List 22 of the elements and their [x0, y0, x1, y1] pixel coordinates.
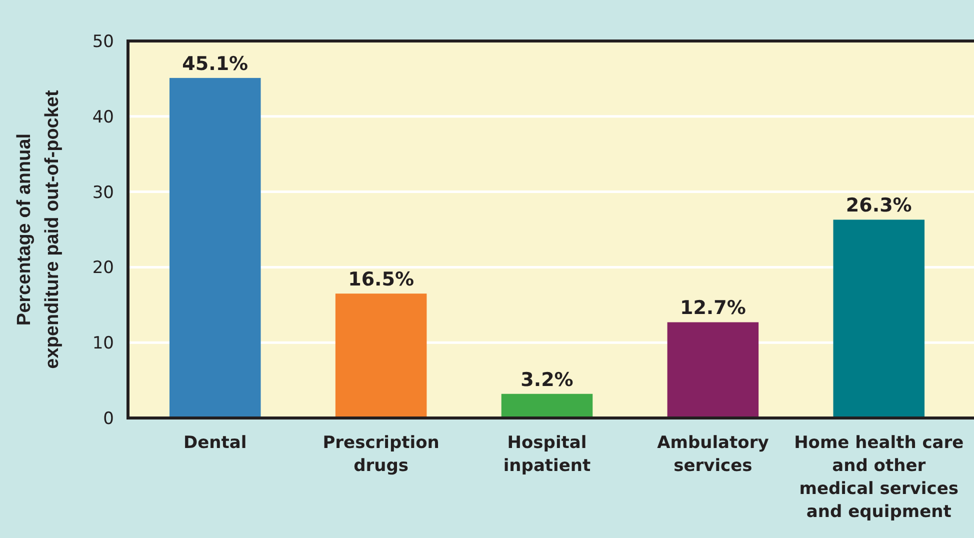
- bar: [335, 294, 427, 418]
- bar: [501, 394, 593, 418]
- y-tick-label: 40: [92, 107, 114, 128]
- bar: [169, 78, 261, 418]
- y-axis-title: Percentage of annual expenditure paid out-of-pocket: [14, 90, 63, 369]
- x-tick-label: Dental: [184, 433, 247, 453]
- data-label: 26.3%: [846, 194, 912, 217]
- data-label: 45.1%: [182, 52, 248, 75]
- x-tick-label: Hospital inpatient: [503, 433, 591, 476]
- x-tick-label: Home health care and other medical services and equipment: [794, 433, 964, 522]
- data-label: 12.7%: [680, 297, 746, 320]
- bar: [833, 220, 925, 418]
- data-label: 3.2%: [520, 368, 574, 391]
- bar: [667, 322, 759, 418]
- x-tick-label: Prescription drugs: [322, 433, 440, 476]
- data-label: 16.5%: [348, 268, 414, 291]
- y-tick-label: 30: [92, 182, 114, 203]
- y-tick-label: 50: [92, 32, 114, 52]
- y-tick-label: 20: [92, 258, 114, 278]
- y-tick-label: 10: [92, 334, 114, 354]
- x-tick-label: Ambulatory services: [657, 433, 769, 476]
- y-tick-label: 0: [103, 408, 114, 429]
